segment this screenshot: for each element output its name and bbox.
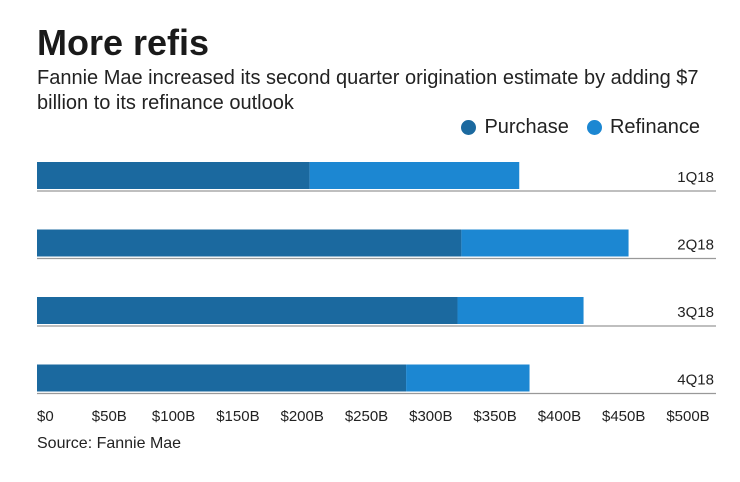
category-label: 2Q18 <box>677 237 714 254</box>
x-tick-label: $400B <box>538 408 581 425</box>
bar-refinance-3q18 <box>457 297 584 324</box>
source-note: Source: Fannie Mae <box>37 435 182 452</box>
legend-item-purchase: Purchase <box>461 116 569 139</box>
category-label: 3Q18 <box>677 304 714 321</box>
bar-refinance-1q18 <box>309 162 520 189</box>
bar-refinance-4q18 <box>406 364 530 392</box>
legend-swatch-purchase <box>461 120 477 135</box>
legend-label-refinance: Refinance <box>609 116 700 138</box>
x-tick-label: $450B <box>602 408 645 425</box>
legend-label-purchase: Purchase <box>484 116 569 138</box>
bar-purchase-2q18 <box>37 229 462 257</box>
bar-refinance-2q18 <box>461 229 629 257</box>
x-tick-label: $350B <box>473 408 516 425</box>
chart-subtitle: Fannie Mae increased its second quarter … <box>37 67 699 114</box>
category-label: 4Q18 <box>677 372 714 389</box>
x-tick-label: $250B <box>345 408 388 425</box>
bar-purchase-4q18 <box>37 364 407 392</box>
x-tick-label: $150B <box>216 408 259 425</box>
legend-item-refinance: Refinance <box>586 116 700 139</box>
category-label: 1Q18 <box>677 169 714 186</box>
bar-purchase-1q18 <box>37 162 310 189</box>
x-tick-label: $0 <box>37 408 54 425</box>
x-tick-label: $500B <box>666 408 709 425</box>
x-tick-label: $50B <box>92 408 127 425</box>
chart-title: More refis <box>37 22 210 63</box>
bar-purchase-3q18 <box>37 297 458 324</box>
legend: Purchase Refinance <box>461 116 700 139</box>
x-tick-label: $100B <box>152 408 195 425</box>
legend-swatch-refinance <box>586 120 602 135</box>
x-tick-label: $200B <box>281 408 324 425</box>
x-tick-label: $300B <box>409 408 452 425</box>
